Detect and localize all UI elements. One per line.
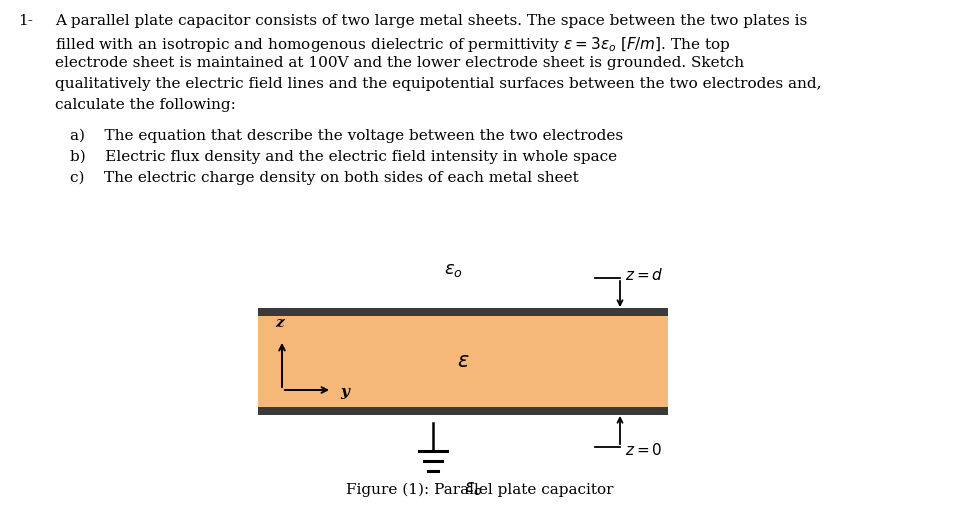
- Text: a)    The equation that describe the voltage between the two electrodes: a) The equation that describe the voltag…: [70, 129, 623, 143]
- Text: 1-: 1-: [18, 14, 33, 28]
- Text: $z = 0$: $z = 0$: [625, 442, 662, 458]
- Text: A parallel plate capacitor consists of two large metal sheets. The space between: A parallel plate capacitor consists of t…: [55, 14, 807, 28]
- Text: $\varepsilon$: $\varepsilon$: [457, 352, 469, 371]
- Text: c)    The electric charge density on both sides of each metal sheet: c) The electric charge density on both s…: [70, 171, 579, 186]
- Text: filled with an isotropic and homogenous dielectric of permittivity $\varepsilon : filled with an isotropic and homogenous …: [55, 35, 731, 54]
- Text: $\varepsilon_o$: $\varepsilon_o$: [444, 261, 463, 279]
- Text: y: y: [340, 385, 348, 399]
- Text: calculate the following:: calculate the following:: [55, 98, 236, 112]
- Bar: [258, 308, 668, 316]
- Text: b)    Electric flux density and the electric field intensity in whole space: b) Electric flux density and the electri…: [70, 150, 617, 164]
- Text: qualitatively the electric field lines and the equipotential surfaces between th: qualitatively the electric field lines a…: [55, 77, 822, 91]
- Text: electrode sheet is maintained at 100V and the lower electrode sheet is grounded.: electrode sheet is maintained at 100V an…: [55, 56, 744, 70]
- Text: $\varepsilon_o$: $\varepsilon_o$: [464, 479, 483, 497]
- Text: $z = d$: $z = d$: [625, 267, 663, 283]
- Text: z: z: [276, 316, 284, 330]
- Text: Figure (1): Parallel plate capacitor: Figure (1): Parallel plate capacitor: [347, 483, 613, 497]
- Bar: [258, 316, 668, 407]
- Bar: [258, 407, 668, 415]
